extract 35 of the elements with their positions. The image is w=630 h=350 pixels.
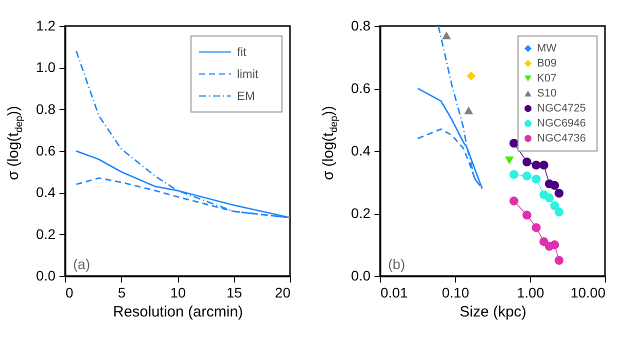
x-tick-label: 10 bbox=[170, 284, 186, 300]
legend-label: NGC4736 bbox=[537, 132, 586, 144]
x-tick-label: 10.00 bbox=[570, 284, 606, 300]
y-tick-label: 1.0 bbox=[36, 59, 56, 76]
x-axis-title: Size (kpc) bbox=[460, 304, 526, 320]
legend-label: K07 bbox=[537, 72, 557, 84]
annotation: (b) bbox=[388, 256, 406, 272]
x-tick-label: 0.01 bbox=[380, 284, 408, 300]
legend-label: NGC4725 bbox=[537, 102, 586, 114]
x-tick-label: 5 bbox=[118, 284, 126, 300]
legend-label: NGC6946 bbox=[537, 118, 586, 130]
y-tick-label: 0.6 bbox=[36, 142, 56, 158]
legend-label: EM bbox=[237, 89, 256, 103]
x-tick-label: 1.00 bbox=[516, 284, 544, 300]
y-tick-label: 0.8 bbox=[36, 100, 56, 117]
y-tick-label: 0.8 bbox=[351, 18, 371, 34]
x-tick-label: 0 bbox=[66, 284, 74, 300]
legend-label: MW bbox=[537, 42, 558, 54]
y-tick-label: 0.4 bbox=[351, 142, 371, 158]
legend-label: fit bbox=[237, 45, 247, 59]
x-tick-label: 20 bbox=[274, 284, 291, 300]
y-tick-label: 0.0 bbox=[36, 268, 56, 284]
y-tick-label: 0.6 bbox=[351, 80, 371, 96]
legend-label: limit bbox=[237, 67, 259, 81]
x-tick-label: 15 bbox=[226, 284, 242, 300]
y-tick-label: 0.0 bbox=[351, 268, 371, 284]
annotation: (a) bbox=[73, 256, 90, 272]
legend-label: S10 bbox=[537, 88, 557, 100]
x-tick-label: 0.10 bbox=[442, 284, 470, 300]
y-tick-label: 0.2 bbox=[36, 226, 56, 242]
y-tick-label: 0.4 bbox=[36, 184, 56, 200]
y-tick-label: 1.2 bbox=[36, 18, 56, 34]
legend-label: B09 bbox=[537, 58, 557, 70]
x-axis-title: Resolution (arcmin) bbox=[112, 304, 244, 320]
y-tick-label: 0.2 bbox=[351, 205, 371, 221]
